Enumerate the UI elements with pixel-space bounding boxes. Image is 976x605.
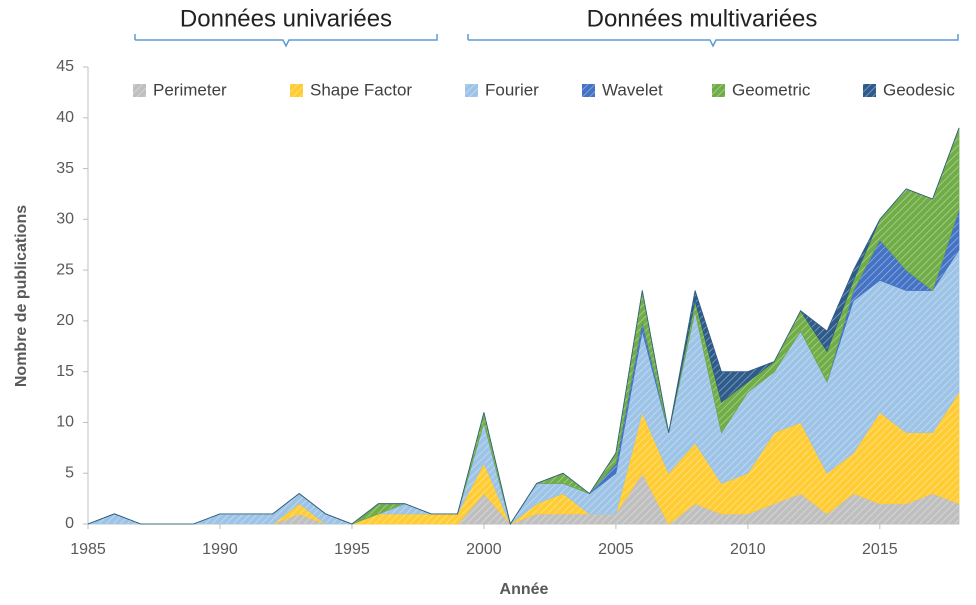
y-tick-label: 25 [56, 261, 74, 278]
y-tick-label: 5 [65, 464, 74, 481]
y-tick-label: 45 [56, 58, 74, 75]
legend-swatch [863, 84, 876, 97]
y-tick-label: 0 [65, 515, 74, 532]
x-axis-title: Année [500, 581, 549, 598]
legend-swatch [712, 84, 725, 97]
x-tick-label: 2015 [862, 541, 898, 558]
y-tick-label: 30 [56, 211, 74, 228]
y-tick-label: 40 [56, 109, 74, 126]
bracket [467, 34, 959, 48]
legend-label: Wavelet [602, 80, 663, 99]
legend-swatch [465, 84, 478, 97]
x-tick-label: 2005 [598, 541, 634, 558]
annotation: Données multivariées [587, 5, 818, 32]
annotation: Données univariées [180, 5, 392, 32]
x-tick-label: 1985 [70, 541, 106, 558]
legend-swatch [290, 84, 303, 97]
y-axis-title: Nombre de publications [13, 205, 30, 387]
legend-label: Fourier [485, 80, 539, 99]
y-tick-label: 15 [56, 363, 74, 380]
legend-swatch [582, 84, 595, 97]
x-tick-label: 2000 [466, 541, 502, 558]
legend-label: Shape Factor [310, 80, 412, 99]
legend-label: Geometric [732, 80, 811, 99]
legend-label: Geodesic [883, 80, 955, 99]
y-tick-label: 20 [56, 312, 74, 329]
bracket [134, 34, 438, 48]
y-tick-label: 35 [56, 160, 74, 177]
x-tick-label: 1990 [202, 541, 238, 558]
y-tick-label: 10 [56, 414, 74, 431]
legend-label: Perimeter [153, 80, 227, 99]
x-tick-label: 1995 [334, 541, 370, 558]
x-tick-label: 2010 [730, 541, 766, 558]
legend-swatch [133, 84, 146, 97]
